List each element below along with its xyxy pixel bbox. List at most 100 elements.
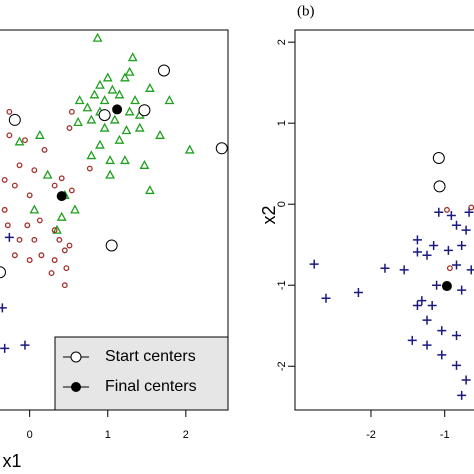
triangle-point (155, 129, 165, 139)
triangle-point (107, 84, 118, 94)
triangle-point (134, 122, 145, 132)
plus-point (412, 247, 422, 257)
triangle-point (70, 204, 80, 214)
plus-point (443, 245, 453, 255)
plus-point (446, 211, 456, 221)
triangle-point (124, 106, 135, 116)
triangle-point (114, 134, 125, 144)
triangle-point (73, 117, 83, 127)
triangle-point (52, 224, 62, 234)
panel-label: (b) (297, 3, 315, 19)
plus-point (309, 259, 319, 269)
plus-point (457, 285, 467, 295)
circle-point (16, 162, 23, 169)
plus-point (0, 303, 7, 313)
plus-point (461, 225, 471, 235)
plus-point (437, 350, 447, 360)
plus-point (422, 340, 432, 350)
circle-point (56, 236, 63, 243)
circle-point (26, 192, 33, 199)
triangle-point (124, 66, 135, 76)
triangle-point (34, 129, 45, 139)
circle-point (16, 236, 23, 243)
x-tick-label: -2 (366, 429, 376, 441)
start-center (138, 104, 151, 117)
circle-point (48, 270, 55, 277)
start-center (432, 152, 445, 165)
plus-point (399, 265, 409, 275)
y-axis-label: x2 (259, 205, 279, 224)
start-center (8, 113, 21, 126)
triangle-point (92, 32, 103, 42)
triangle-point (29, 204, 40, 214)
circle-point (36, 217, 43, 224)
plus-point (380, 263, 390, 273)
triangle-point (120, 72, 130, 82)
circle-point (1, 206, 8, 213)
legend-label: Final centers (105, 378, 197, 395)
circle-point (68, 108, 75, 115)
circle-point (61, 282, 68, 289)
circle-point (26, 257, 33, 264)
start-center (105, 239, 118, 252)
circle-point (63, 265, 70, 272)
plus-point (466, 265, 474, 275)
final-center (112, 104, 123, 115)
plus-point (429, 241, 439, 251)
circle-point (51, 182, 58, 189)
triangle-point (89, 89, 100, 99)
circle-point (41, 146, 48, 153)
plus-point (457, 241, 467, 251)
plus-point (452, 220, 462, 230)
triangle-point (102, 72, 113, 82)
triangle-point (184, 144, 195, 154)
plus-point (457, 390, 467, 400)
circle-point (11, 182, 18, 189)
x-tick-label: 2 (183, 429, 189, 441)
circle-point (6, 132, 13, 139)
circle-point (31, 236, 38, 243)
plus-point (20, 340, 30, 350)
y-tick-label: 2 (276, 39, 288, 45)
triangle-point (114, 89, 125, 99)
circle-point (4, 222, 11, 229)
triangle-point (139, 159, 150, 169)
plus-point (452, 330, 462, 340)
plus-point (412, 235, 422, 245)
plus-point (0, 343, 10, 353)
plus-point (412, 300, 422, 310)
legend-box (54, 336, 229, 411)
plus-point (437, 326, 447, 336)
final-center (441, 281, 452, 292)
points (309, 152, 474, 400)
triangle-point (127, 52, 138, 62)
x-tick-label: -1 (440, 429, 450, 441)
plus-point (422, 250, 432, 260)
panel: 0 1 2 x1 Start centers Final centers (0, 29, 229, 471)
triangle-point (14, 136, 25, 146)
y-tick-label: 0 (276, 201, 288, 207)
circle-point (38, 252, 45, 259)
triangle-point (95, 79, 105, 89)
circle-point (58, 175, 65, 182)
plus-point (427, 300, 437, 310)
legend: Start centers Final centers (54, 336, 229, 411)
legend-label: Start centers (105, 348, 196, 365)
triangle-point (74, 95, 85, 105)
circle-point (86, 165, 93, 172)
circle-point (22, 137, 28, 144)
start-center (98, 109, 111, 122)
triangle-point (105, 169, 115, 179)
triangle-point (121, 125, 132, 135)
circle-point (446, 265, 453, 272)
triangle-point (42, 169, 53, 179)
plus-point (432, 280, 442, 290)
legend-symbol (70, 351, 82, 363)
start-center (0, 266, 6, 279)
triangle-point (86, 150, 97, 160)
triangle-point (56, 211, 67, 221)
plus-point (321, 293, 331, 303)
plus-point (422, 315, 432, 325)
circle-point (443, 206, 450, 213)
